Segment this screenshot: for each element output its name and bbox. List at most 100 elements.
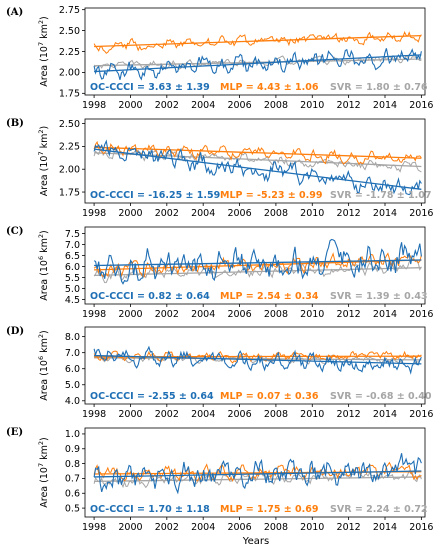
x-tick-label: 2016 (409, 409, 433, 420)
x-tick-label: 2010 (300, 309, 324, 320)
x-tick-label: 2000 (118, 522, 142, 533)
annotation-svr: SVR = 1.39 ± 0.43 (330, 291, 428, 302)
panel-a: 1998 2000 2002 2004 2006 2008 2010 2012 2014 2016… (6, 5, 433, 111)
panel-label: (E) (6, 427, 23, 438)
plot-frame (84, 326, 426, 405)
series-oc-ccci-line (93, 139, 422, 196)
y-tick-label: 0.8 (65, 459, 80, 470)
series-mlp-trend (94, 259, 422, 271)
x-tick-label: 2012 (337, 100, 361, 111)
series-mlp-line (93, 140, 422, 166)
panel-c: 1998 2000 2002 2004 2006 2008 2010 2012 2014 2016… (6, 226, 433, 320)
y-axis-label: Area (107 km2) (37, 126, 50, 196)
x-axis-label: Years (242, 536, 269, 547)
x-tick-label: 2006 (227, 100, 251, 111)
y-tick-label: 2.75 (59, 5, 80, 16)
annotation-mlp: MLP = 1.75 ± 0.69 (220, 504, 319, 515)
x-tick-label: 2014 (373, 100, 397, 111)
x-tick-label: 2000 (118, 100, 142, 111)
x-tick-label: 2012 (337, 522, 361, 533)
x-tick-label: 2004 (191, 409, 215, 420)
y-tick-label: 5.0 (65, 380, 80, 391)
y-tick-label: 0.6 (65, 489, 80, 500)
y-tick-label: 6.0 (65, 262, 80, 273)
series-mlp-trend (94, 146, 422, 159)
y-axis-label: Area (106 km2) (37, 230, 50, 300)
series-mlp-trend (94, 34, 422, 48)
y-tick-label: 1.75 (59, 187, 80, 198)
x-tick-label: 2010 (300, 208, 324, 219)
x-tick-label: 2002 (155, 100, 179, 111)
panel-d: 1998 2000 2002 2004 2006 2008 2010 2012 2014 2016… (6, 326, 433, 420)
y-tick-label: 2.25 (59, 142, 80, 153)
annotation-svr: SVR = 2.24 ± 0.72 (330, 504, 428, 515)
x-tick-label: 2004 (191, 522, 215, 533)
x-tick-label: 2010 (300, 100, 324, 111)
x-tick-label: 1998 (82, 409, 106, 420)
x-tick-label: 2004 (191, 309, 215, 320)
y-axis-label: Area (106 km2) (37, 330, 50, 400)
annotation-mlp: MLP = 2.54 ± 0.34 (220, 291, 319, 302)
x-tick-label: 1998 (82, 100, 106, 111)
annotation-oc-ccci: OC-CCCI = 0.82 ± 0.64 (90, 291, 210, 302)
x-tick-label: 2000 (118, 409, 142, 420)
y-tick-label: 0.7 (65, 474, 80, 485)
x-tick-label: 2006 (227, 522, 251, 533)
x-tick-label: 2002 (155, 208, 179, 219)
annotation-svr: SVR = 1.80 ± 0.76 (330, 82, 428, 93)
x-tick-label: 2002 (155, 522, 179, 533)
x-tick-label: 1998 (82, 522, 106, 533)
panel-label: (C) (6, 226, 23, 237)
y-tick-label: 8.0 (65, 332, 80, 343)
x-tick-label: 2014 (373, 522, 397, 533)
x-tick-label: 2008 (264, 409, 288, 420)
x-tick-label: 2014 (373, 409, 397, 420)
annotation-svr: SVR = -0.68 ± 0.40 (330, 391, 432, 402)
y-tick-label: 2.00 (59, 165, 80, 176)
y-tick-label: 1.0 (65, 429, 80, 440)
plot-frame (84, 226, 426, 305)
y-tick-label: 6.0 (65, 364, 80, 375)
plot-frame (84, 427, 426, 518)
series-svr-line (93, 469, 422, 489)
x-tick-label: 2008 (264, 522, 288, 533)
panel-e: 1998 2000 2002 2004 2006 2008 2010 2012 2014 2016… (6, 427, 433, 533)
x-tick-label: 2006 (227, 208, 251, 219)
panels: 1998 2000 2002 2004 2006 2008 2010 2012 2014 2016… (6, 5, 433, 533)
y-tick-label: 2.50 (59, 119, 80, 130)
x-tick-label: 2010 (300, 409, 324, 420)
y-tick-label: 2.00 (59, 68, 80, 79)
x-tick-label: 1998 (82, 309, 106, 320)
x-tick-label: 2016 (409, 208, 433, 219)
series-oc-ccci-line (93, 453, 422, 495)
x-tick-label: 2006 (227, 309, 251, 320)
y-tick-label: 6.5 (65, 251, 80, 262)
series-oc-ccci-trend (94, 148, 422, 190)
x-tick-label: 2002 (155, 409, 179, 420)
x-tick-label: 1998 (82, 208, 106, 219)
annotation-oc-ccci: OC-CCCI = 1.70 ± 1.18 (90, 504, 210, 515)
x-tick-label: 2012 (337, 208, 361, 219)
y-tick-label: 0.9 (65, 444, 80, 455)
y-tick-label: 4.0 (65, 396, 80, 407)
x-tick-label: 2016 (409, 100, 433, 111)
x-tick-label: 2002 (155, 309, 179, 320)
y-tick-label: 7.0 (65, 348, 80, 359)
x-tick-label: 2014 (373, 309, 397, 320)
series-oc-ccci-line (93, 238, 422, 285)
y-tick-label: 1.75 (59, 89, 80, 100)
y-tick-label: 5.5 (65, 273, 80, 284)
y-tick-label: 0.5 (65, 503, 80, 514)
x-tick-label: 2016 (409, 309, 433, 320)
panel-label: (B) (6, 118, 24, 129)
x-tick-label: 2016 (409, 522, 433, 533)
annotation-oc-ccci: OC-CCCI = -2.55 ± 0.64 (90, 391, 214, 402)
x-tick-label: 2006 (227, 409, 251, 420)
x-tick-label: 2012 (337, 409, 361, 420)
panel-b: 1998 2000 2002 2004 2006 2008 2010 2012 2014 2016… (6, 118, 433, 219)
x-tick-label: 2010 (300, 522, 324, 533)
y-tick-label: 4.5 (65, 295, 80, 306)
x-tick-label: 2000 (118, 309, 142, 320)
y-axis-label: Area (107 km2) (37, 16, 50, 86)
